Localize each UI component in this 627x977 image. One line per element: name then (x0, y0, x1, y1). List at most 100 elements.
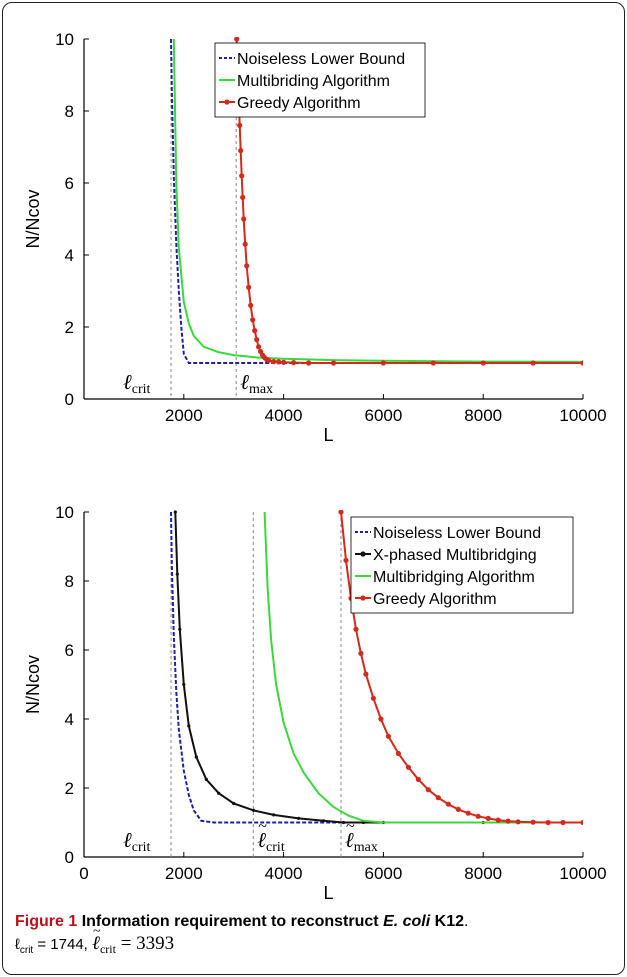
series-point (370, 695, 376, 701)
x-tick-label: 2000 (165, 864, 203, 883)
series-point (254, 337, 260, 343)
series-point (378, 716, 384, 722)
series-point (475, 813, 481, 819)
series-point (204, 777, 208, 782)
legend-swatch-marker (360, 595, 366, 601)
caption-lcrit-symbol: ℓ (15, 936, 20, 953)
series-point (343, 557, 349, 563)
series-point (415, 776, 421, 783)
figure-caption: Figure 1 Information requirement to reco… (15, 911, 615, 962)
figure-svg: 0 2 4 6 8 10 2000 4000 6000 8000 10000 L N/Ncov ℓcrit… (23, 30, 607, 903)
x-tick-label: 4000 (265, 864, 303, 883)
series-point (380, 360, 386, 366)
series-point (239, 173, 245, 179)
series-line (170, 511, 583, 824)
series-point (252, 808, 256, 813)
caption-line2: ℓcrit = 1744, ~ ℓcrit = 3393 (15, 924, 615, 962)
series-point (395, 750, 401, 757)
y-tick-label: 4 (65, 710, 74, 729)
vline-label: ℓcrit (257, 828, 285, 855)
x-tick-label: 4000 (265, 406, 303, 425)
series-point (385, 733, 391, 739)
vline-label: ℓmax (345, 828, 378, 855)
legend-entry: Noiseless Lower Bound (373, 525, 541, 542)
caption-ltilde-sub: crit (99, 942, 116, 956)
series-point (515, 819, 521, 825)
series-point (530, 819, 536, 825)
series-point (242, 241, 248, 247)
series-point (238, 148, 244, 154)
y-tick-label: 2 (65, 779, 74, 798)
series-point (237, 122, 243, 128)
series-point (297, 816, 301, 821)
legend-entry: Greedy Algorithm (237, 95, 361, 112)
series-point (266, 357, 272, 364)
caption-lcrit-sub: crit (19, 945, 34, 956)
series-point (580, 360, 583, 366)
series-point (232, 801, 236, 806)
x-tick-label: 6000 (364, 406, 402, 425)
caption-end: . (463, 913, 469, 930)
vline-label: ℓmax (240, 370, 273, 397)
series-point (485, 815, 491, 822)
series-point (560, 819, 566, 826)
series-point (425, 787, 431, 793)
legend-swatch-marker (360, 551, 366, 557)
series-point (240, 194, 246, 200)
series-point (430, 360, 436, 366)
legend: Noiseless Lower Bound Multibriding Algori… (214, 42, 426, 118)
series-point (341, 820, 346, 825)
legend: Noiseless Lower Bound X-phased Multibridg… (350, 516, 574, 614)
legend-box (350, 516, 574, 614)
caption-label: Figure 1 (15, 913, 78, 930)
series-point (173, 510, 177, 514)
legend-entry: Multibriding Algorithm (237, 73, 390, 90)
y-tick-label: 8 (65, 572, 74, 591)
series-point (363, 671, 369, 677)
x-tick-label: 10000 (559, 864, 606, 883)
y-axis-label: N/Ncov (23, 189, 43, 248)
series-point (250, 317, 256, 323)
y-tick-label: 8 (65, 102, 74, 121)
series-point (405, 764, 411, 770)
vline-label: ℓcrit (123, 370, 151, 397)
series-point (338, 510, 344, 515)
series-point (495, 817, 501, 823)
x-tick-label: 6000 (364, 864, 402, 883)
y-tick-label: 6 (65, 641, 74, 660)
series-point (353, 626, 359, 632)
series-point (306, 360, 312, 366)
series-point (217, 791, 221, 795)
vline-tilde: ~ (346, 818, 355, 835)
series-point (276, 359, 282, 365)
x-tick-label: 2000 (165, 406, 203, 425)
caption-ltilde-value: = 3393 (115, 933, 175, 954)
series-point (358, 650, 364, 657)
series-line (263, 511, 583, 824)
series-point (256, 344, 262, 350)
y-tick-label: 2 (65, 318, 74, 337)
chart-2: 0 2 4 6 8 10 0 2000 4000 6000 8000 10000 L N/Ncov ℓcri… (23, 503, 607, 903)
series-point (530, 360, 536, 366)
series-point (281, 359, 287, 365)
series-point (271, 359, 277, 365)
series-point (505, 818, 511, 824)
series-point (291, 360, 297, 366)
x-axis-label: L (323, 425, 333, 445)
series-point (465, 810, 471, 816)
series-point (234, 37, 240, 42)
series-point (241, 216, 247, 222)
series-point (244, 263, 250, 269)
series-point (455, 806, 461, 813)
series-point (545, 819, 551, 826)
series-line (174, 511, 583, 824)
series-point (480, 360, 486, 366)
x-tick-label: 10000 (559, 406, 606, 425)
series-point (330, 360, 337, 366)
series-point (194, 755, 198, 759)
legend-entry: Greedy Algorithm (373, 591, 497, 608)
vline-label: ℓcrit (123, 828, 151, 855)
series-point (272, 813, 276, 817)
series-point (435, 795, 441, 801)
x-axis-label: L (323, 883, 333, 903)
